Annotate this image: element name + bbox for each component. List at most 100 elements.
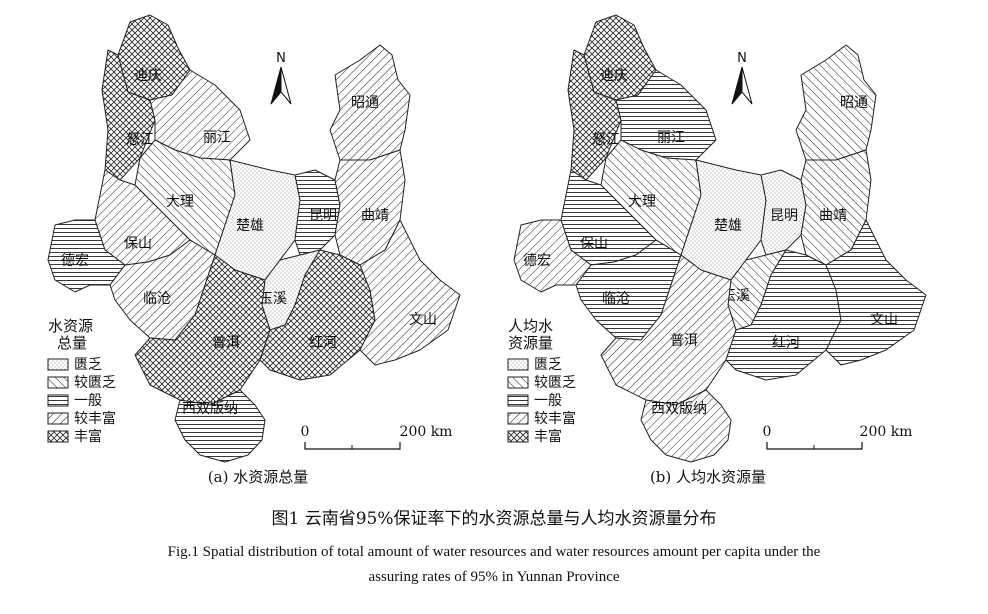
region-honghe: 红河: [259, 249, 376, 381]
legend-item-abundant: 丰富: [47, 428, 102, 445]
legend-label: 丰富: [534, 428, 562, 445]
label-qujing: 曲靖: [361, 208, 389, 224]
region-qujing: 曲靖: [334, 149, 406, 266]
label-dali: 大理: [166, 194, 194, 210]
legend-item-relatively-scarce: 较匮乏: [47, 375, 116, 391]
legend-swatch: [507, 376, 529, 389]
scale-max: 200 km: [400, 424, 453, 440]
legend-item-scarce: 匮乏: [507, 357, 562, 373]
label-dali: 大理: [628, 194, 656, 210]
label-baoshan: 保山: [124, 236, 152, 252]
legend-swatch: [507, 394, 529, 407]
legend-item-moderate: 一般: [47, 393, 102, 409]
region-zhaotong: 昭通: [795, 44, 877, 161]
legend: 人均水 资源量 匮乏 较匮乏 一般 较丰富 丰富: [507, 317, 576, 445]
legend-swatch: [47, 412, 69, 425]
label-honghe: 红河: [772, 335, 800, 351]
legend-title-line1: 水资源: [48, 317, 93, 335]
label-zhaotong: 昭通: [351, 95, 379, 111]
legend-swatch: [507, 412, 529, 425]
legend-swatch: [507, 430, 529, 443]
legend-swatch: [47, 430, 69, 443]
legend: 水资源 总量 匮乏 较匮乏 一般 较丰富 丰富: [47, 317, 116, 445]
region-kunming: 昆明: [294, 169, 341, 256]
region-chuxiong: 楚雄: [214, 159, 301, 281]
region-lijiang: 丽江: [615, 69, 717, 161]
figure-caption-en-line2: assuring rates of 95% in Yunnan Province: [368, 569, 619, 585]
legend-item-moderate: 一般: [507, 393, 562, 409]
north-arrow: N: [270, 51, 292, 105]
legend-item-relatively-abundant: 较丰富: [47, 410, 116, 427]
legend-title-line2: 总量: [57, 334, 87, 352]
region-xishuangbanna: 西双版纳: [174, 389, 266, 463]
region-lijiang: 丽江: [149, 69, 251, 161]
label-lijiang: 丽江: [203, 130, 231, 146]
region-qujing: 曲靖: [800, 149, 872, 266]
label-chuxiong: 楚雄: [236, 218, 264, 234]
legend-label: 较丰富: [534, 410, 576, 427]
scale-zero: 0: [763, 424, 772, 440]
label-chuxiong: 楚雄: [714, 218, 742, 234]
label-honghe: 红河: [309, 335, 337, 351]
region-chuxiong: 楚雄: [680, 159, 767, 281]
region-dehong: 德宏: [47, 219, 126, 293]
label-zhaotong: 昭通: [840, 95, 868, 111]
label-lijiang: 丽江: [657, 130, 685, 146]
label-puer: 普洱: [670, 333, 698, 349]
figure-caption-en-line1: Fig.1 Spatial distribution of total amou…: [168, 544, 821, 560]
label-puer: 普洱: [212, 335, 240, 351]
legend-swatch: [47, 394, 69, 407]
legend-swatch: [507, 358, 529, 371]
label-kunming: 昆明: [309, 208, 337, 224]
label-lincang: 临沧: [143, 290, 171, 307]
label-qujing: 曲靖: [819, 208, 847, 224]
label-wenshan: 文山: [409, 312, 437, 328]
label-nujiang: 怒江: [126, 132, 154, 148]
legend-swatch: [47, 376, 69, 389]
region-zhaotong: 昭通: [329, 44, 411, 161]
legend-label: 匮乏: [74, 357, 102, 373]
legend-item-abundant: 丰富: [507, 428, 562, 445]
label-xishuangbanna: 西双版纳: [182, 401, 238, 417]
scale-bar: 0 200 km: [763, 424, 912, 450]
legend-item-relatively-abundant: 较丰富: [507, 410, 576, 427]
map-per-capita-water-resources: 迪庆 怒江 丽江 大理 保山 德宏 临沧 楚雄: [507, 14, 927, 486]
legend-label: 一般: [534, 393, 562, 409]
legend-label: 一般: [74, 393, 102, 409]
scale-bar: 0 200 km: [301, 424, 453, 450]
label-dehong: 德宏: [523, 253, 551, 269]
label-yuxi: 玉溪: [259, 291, 287, 307]
map-total-water-resources: 迪庆 怒江 丽江 大理 保山 德宏 临沧 楚雄: [47, 14, 461, 486]
north-label: N: [737, 51, 747, 66]
legend-label: 较匮乏: [74, 375, 116, 391]
legend-label: 丰富: [74, 428, 102, 445]
label-kunming: 昆明: [770, 208, 798, 224]
region-xishuangbanna: 西双版纳: [640, 389, 732, 463]
north-arrow: N: [731, 51, 753, 105]
legend-item-relatively-scarce: 较匮乏: [507, 375, 576, 391]
label-nujiang: 怒江: [592, 132, 620, 148]
region-lincang: 临沧: [575, 239, 682, 341]
figure-caption-cn: 图1 云南省95%保证率下的水资源总量与人均水资源量分布: [271, 509, 716, 529]
region-wenshan: 文山: [825, 219, 927, 366]
label-dehong: 德宏: [61, 253, 89, 269]
subfigure-caption-b: (b) 人均水资源量: [650, 468, 766, 486]
legend-label: 匮乏: [534, 357, 562, 373]
label-diqing: 迪庆: [600, 68, 628, 84]
legend-label: 较匮乏: [534, 375, 576, 391]
legend-title-line2: 资源量: [508, 334, 553, 352]
scale-zero: 0: [301, 424, 310, 440]
legend-item-scarce: 匮乏: [47, 357, 102, 373]
north-label: N: [276, 51, 286, 66]
region-wenshan: 文山: [359, 219, 461, 366]
region-dehong: 德宏: [513, 219, 592, 293]
legend-swatch: [47, 358, 69, 371]
legend-title-line1: 人均水: [508, 317, 553, 335]
label-wenshan: 文山: [870, 312, 898, 328]
label-lincang: 临沧: [602, 290, 630, 307]
region-kunming: 昆明: [760, 169, 807, 256]
label-baoshan: 保山: [580, 236, 608, 252]
label-diqing: 迪庆: [134, 68, 162, 84]
legend-label: 较丰富: [74, 410, 116, 427]
